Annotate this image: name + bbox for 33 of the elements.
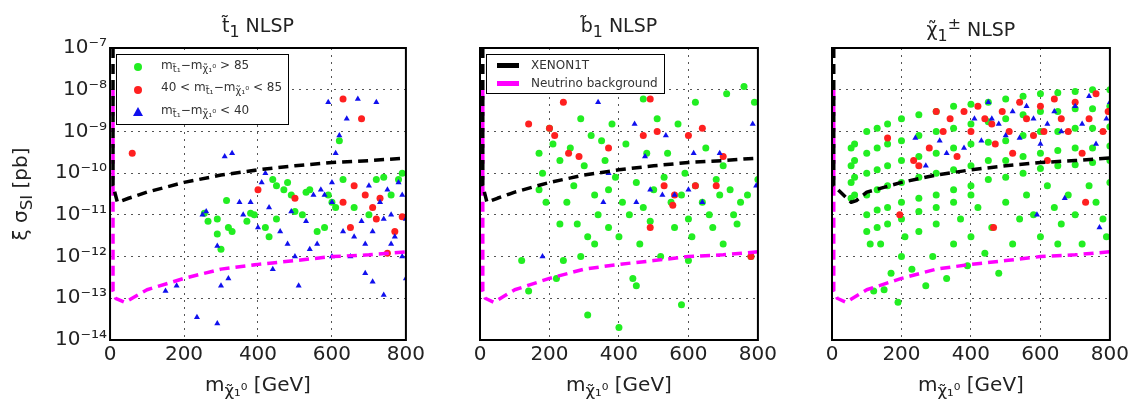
y-tick-label: 10⁻¹² bbox=[54, 242, 108, 267]
y-tick-label: 10⁻¹³ bbox=[54, 284, 108, 309]
x-axis-title: m$_{χ̃₁⁰}$ [GeV] bbox=[204, 372, 312, 400]
legend-label: Neutrino background bbox=[531, 75, 658, 92]
x-tick-label: 800 bbox=[1090, 341, 1130, 366]
legend-label: XENON1T bbox=[531, 57, 590, 74]
y-tick-label: 10⁻¹¹ bbox=[54, 201, 108, 226]
x-tick-label: 800 bbox=[386, 341, 426, 366]
y-tick-label: 10⁻¹⁰ bbox=[54, 159, 108, 184]
chart-title: b̃$_{1}$ NLSP bbox=[579, 14, 659, 41]
x-tick-label: 400 bbox=[238, 341, 278, 366]
x-tick-label: 200 bbox=[882, 341, 921, 366]
x-tick-label: 200 bbox=[530, 341, 569, 366]
legend-label: 40 < m$_{t̃₁}$−m$_{χ̃₁⁰}$ < 85 bbox=[161, 79, 283, 99]
chart-title: t̃$_{1}$ NLSP bbox=[220, 14, 295, 41]
x-axis-title: m$_{χ̃₁⁰}$ [GeV] bbox=[565, 372, 673, 400]
x-tick-label: 200 bbox=[164, 341, 204, 366]
y-tick-label: 10⁻⁸ bbox=[63, 75, 108, 100]
x-tick-label: 600 bbox=[312, 341, 352, 366]
x-tick-label: 400 bbox=[599, 341, 639, 366]
legend-label: m$_{t̃₁}$−m$_{χ̃₁⁰}$ < 40 bbox=[161, 101, 250, 122]
x-tick-label: 0 bbox=[473, 341, 487, 366]
legend-label: m$_{t̃₁}$−m$_{χ̃₁⁰}$ > 85 bbox=[161, 57, 250, 77]
x-tick-label: 600 bbox=[1021, 341, 1060, 366]
x-tick-label: 400 bbox=[951, 341, 991, 366]
x-tick-label: 0 bbox=[103, 341, 117, 366]
x-tick-label: 0 bbox=[825, 341, 839, 366]
x-tick-label: 600 bbox=[669, 341, 708, 366]
x-axis-title: m$_{χ̃₁⁰}$ [GeV] bbox=[917, 372, 1025, 400]
chart-title: χ̃$_{1}$$^{±}$ NLSP bbox=[925, 14, 1017, 46]
x-tick-label: 800 bbox=[738, 341, 778, 366]
y-tick-label: 10⁻⁷ bbox=[63, 34, 108, 59]
y-tick-label: 10⁻⁹ bbox=[63, 117, 108, 142]
